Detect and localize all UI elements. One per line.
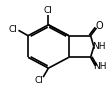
Text: NH: NH — [92, 42, 106, 51]
Text: Cl: Cl — [44, 6, 53, 15]
Text: Cl: Cl — [35, 76, 43, 85]
Text: NH: NH — [94, 62, 107, 71]
Text: O: O — [95, 21, 103, 31]
Text: Cl: Cl — [9, 25, 18, 34]
